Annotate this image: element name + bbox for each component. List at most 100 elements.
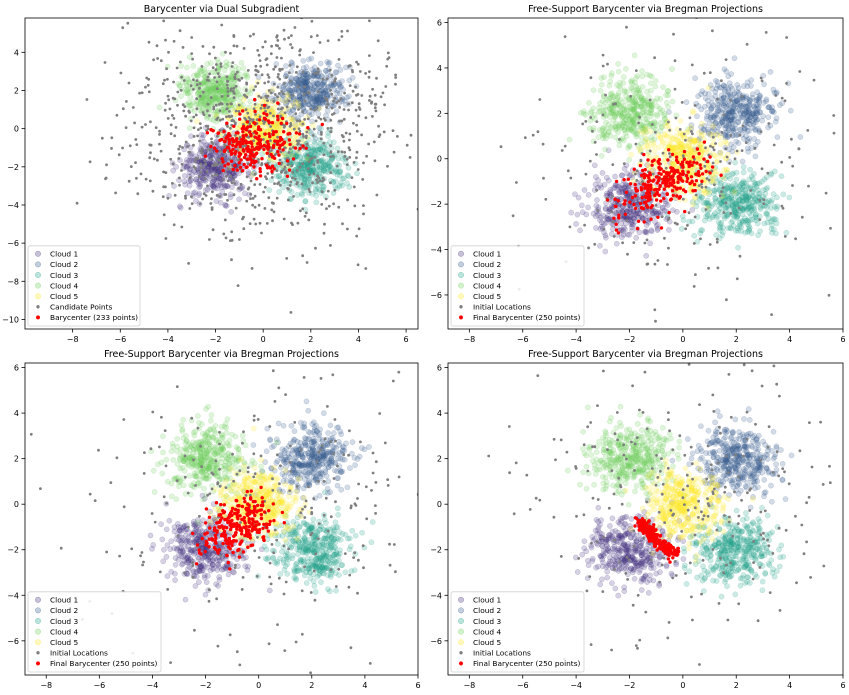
- candidate-point: [216, 72, 220, 75]
- cloud-point: [312, 182, 319, 189]
- cloud-point: [626, 143, 633, 150]
- candidate-point: [337, 99, 341, 103]
- cloud-point: [742, 215, 748, 222]
- candidate-point: [232, 96, 236, 100]
- candidate-point: [203, 159, 207, 163]
- cloud-point: [219, 51, 226, 57]
- cloud-point: [295, 79, 302, 85]
- candidate-point: [188, 176, 192, 180]
- candidate-point: [321, 77, 325, 81]
- candidate-point: [365, 154, 368, 158]
- cloud-point: [186, 169, 193, 176]
- cloud-point: [338, 180, 344, 186]
- cloud-point: [197, 66, 203, 73]
- cloud-point: [609, 70, 615, 76]
- candidate-point: [192, 135, 196, 138]
- barycenter-point: [209, 144, 213, 149]
- cloud-point: [610, 117, 617, 124]
- candidate-point: [253, 194, 257, 198]
- cloud-point: [297, 172, 304, 179]
- cloud-point: [196, 184, 202, 191]
- cloud-point: [716, 122, 723, 129]
- cloud-point: [305, 80, 312, 87]
- candidate-point: [164, 171, 168, 175]
- candidate-point: [282, 28, 286, 32]
- cloud-point: [337, 84, 344, 90]
- cloud-point: [276, 173, 283, 179]
- barycenter-point: [242, 162, 246, 167]
- cloud-point: [310, 86, 317, 92]
- cloud-point: [710, 174, 717, 180]
- cloud-point: [309, 167, 315, 174]
- cloud-point: [797, 134, 804, 140]
- cloud-point: [316, 95, 323, 101]
- cloud-point: [209, 89, 215, 96]
- candidate-point: [289, 311, 293, 314]
- cloud-point: [211, 96, 217, 103]
- candidate-point: [241, 217, 244, 221]
- cloud-point: [211, 176, 218, 183]
- candidate-point: [126, 21, 130, 25]
- cloud-point: [217, 181, 224, 188]
- candidate-point: [277, 92, 281, 95]
- cloud-point: [198, 141, 205, 148]
- cloud-point: [323, 168, 330, 175]
- cloud-point: [215, 182, 221, 189]
- legend-label: Cloud 1: [50, 250, 78, 259]
- barycenter-point: [297, 132, 302, 136]
- candidate-point: [211, 174, 214, 178]
- candidate-point: [347, 146, 351, 150]
- cloud-point: [309, 166, 316, 172]
- candidate-point: [211, 164, 215, 168]
- cloud-point: [728, 83, 734, 90]
- candidate-point: [258, 183, 262, 186]
- barycenter-point: [252, 161, 256, 165]
- candidate-point: [204, 163, 208, 166]
- y-tick-label: −8: [7, 277, 19, 286]
- cloud-point: [726, 146, 732, 153]
- barycenter-point: [232, 124, 236, 128]
- cloud-point: [319, 81, 325, 88]
- candidate-point: [198, 86, 201, 90]
- candidate-point: [342, 139, 346, 143]
- candidate-point: [266, 94, 270, 98]
- cloud-point: [615, 61, 621, 67]
- cloud-point: [299, 192, 305, 198]
- barycenter-point: [269, 152, 273, 157]
- candidate-point: [268, 111, 272, 115]
- cloud-point: [219, 188, 226, 195]
- candidate-point: [88, 160, 92, 164]
- candidate-point: [352, 185, 356, 189]
- candidate-point: [206, 184, 209, 188]
- candidate-point: [181, 46, 185, 49]
- candidate-point: [260, 163, 263, 167]
- cloud-point: [307, 82, 314, 88]
- candidate-point: [225, 115, 228, 119]
- candidate-point: [202, 90, 205, 94]
- cloud-point: [213, 166, 220, 173]
- candidate-point: [308, 190, 312, 194]
- candidate-point: [164, 38, 167, 42]
- candidate-point: [337, 38, 341, 42]
- cloud-point: [304, 71, 311, 78]
- cloud-point: [213, 181, 220, 187]
- cloud-point: [753, 97, 760, 103]
- barycenter-point: [228, 149, 233, 153]
- legend-label: Candidate Points: [50, 303, 112, 312]
- candidate-point: [277, 73, 280, 76]
- candidate-point: [195, 107, 199, 111]
- barycenter-point: [245, 120, 249, 124]
- cloud-point: [223, 63, 229, 69]
- candidate-point: [316, 67, 320, 71]
- candidate-point: [198, 122, 202, 125]
- candidate-point: [260, 231, 263, 235]
- candidate-point: [375, 193, 379, 197]
- candidate-point: [364, 116, 368, 120]
- candidate-point: [263, 185, 267, 189]
- cloud-point: [602, 99, 609, 106]
- candidate-point: [382, 130, 386, 134]
- cloud-point: [320, 89, 327, 96]
- candidate-point: [114, 191, 117, 195]
- candidate-point: [199, 170, 202, 174]
- cloud-point: [769, 197, 775, 203]
